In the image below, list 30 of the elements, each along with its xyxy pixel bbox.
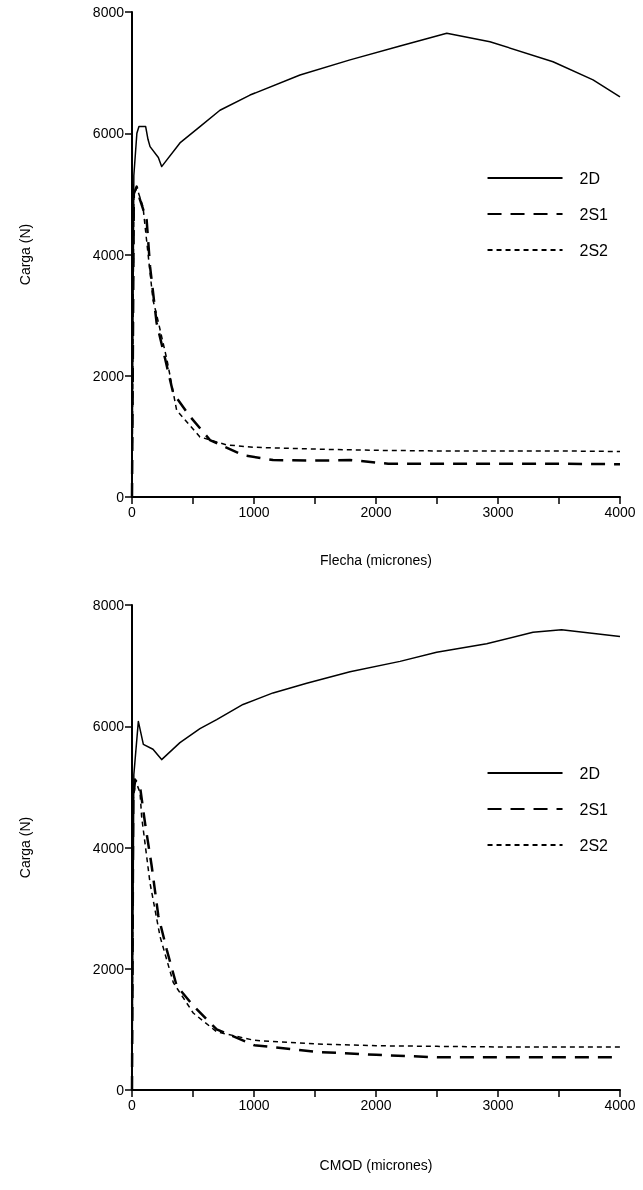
y-tick-label: 0 [116,1082,125,1098]
x-tick-label: 3000 [482,504,514,520]
x-tick-label: 2000 [360,1097,392,1113]
y-tick-label: 4000 [92,246,125,263]
y-tick-label: 8000 [92,597,125,613]
y-axis-title: Carga (N) [17,223,33,286]
legend-label: 2S2 [579,241,609,259]
x-tick-label: 0 [128,1097,137,1113]
x-axis-title: CMOD (micrones) [319,1157,433,1173]
x-tick-label: 0 [128,504,137,520]
legend-label: 2S1 [579,800,609,818]
x-tick-label: 1000 [238,1097,270,1113]
y-tick-label: 4000 [92,839,125,856]
y-tick-label: 6000 [92,125,125,142]
legend-label: 2S1 [579,205,609,223]
y-tick-label: 2000 [92,367,125,384]
legend-label: 2D [579,169,600,187]
x-tick-label: 3000 [482,1097,514,1113]
y-tick-label: 2000 [92,960,125,977]
x-tick-label: 2000 [360,504,392,520]
y-axis-title: Carga (N) [17,816,33,879]
legend-label: 2D [579,764,600,782]
y-tick-label: 8000 [92,4,125,20]
x-tick-label: 4000 [604,1097,636,1113]
y-tick-label: 0 [116,489,125,505]
x-axis-title: Flecha (micrones) [319,552,433,568]
x-tick-label: 4000 [604,504,636,520]
y-tick-label: 6000 [92,718,125,735]
legend-label: 2S2 [579,836,609,854]
x-tick-label: 1000 [238,504,270,520]
